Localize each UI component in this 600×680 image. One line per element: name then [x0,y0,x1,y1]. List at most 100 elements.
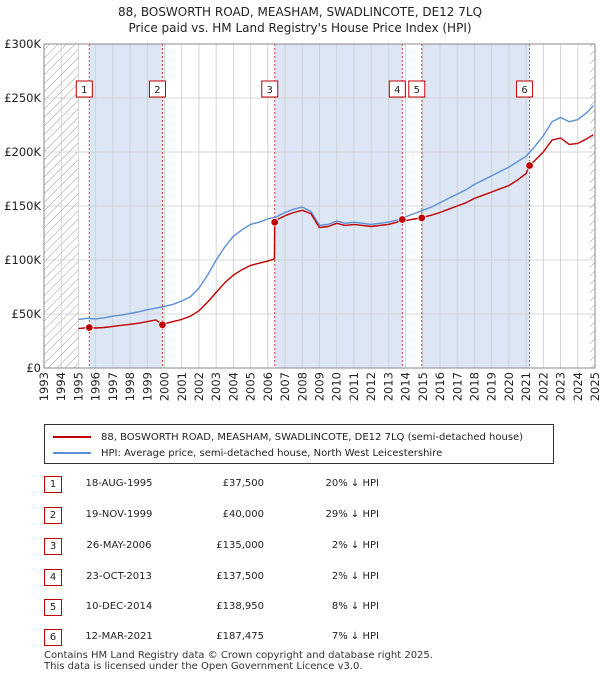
x-tick-label: 2015 [416,372,430,401]
x-tick-label: 2018 [467,372,481,401]
sale-marker-label: 2 [154,85,160,96]
sale-date: 18-AUG-1995 [85,478,153,489]
legend-item-property: 88, BOSWORTH ROAD, MEASHAM, SWADLINCOTE,… [53,430,523,444]
x-tick-label: 2005 [244,372,258,401]
y-tick-label: £100K [4,253,41,267]
x-tick-label: 1995 [71,372,85,401]
y-tick-label: £250K [4,91,41,105]
sale-hpi-diff: 29% ↓ HPI [325,509,379,520]
sale-marker-box [388,80,406,98]
legend-swatch-hpi [53,452,91,454]
sale-date: 12-MAR-2021 [85,631,153,642]
x-tick-label: 2025 [588,372,600,401]
sale-point [270,217,279,227]
sale-row: 3 26-MAY-2006 £135,000 2% ↓ HPI [44,538,444,556]
sale-point [158,320,167,329]
x-tick-label: 2001 [175,372,189,401]
sale-number: 6 [44,629,62,646]
x-tick-label: 2022 [536,372,550,401]
legend-swatch-property [53,436,91,438]
sale-hpi-diff: 2% ↓ HPI [331,571,379,582]
x-tick-label: 2013 [381,372,395,401]
x-tick-label: 2002 [192,372,206,401]
y-tick-label: £150K [4,199,41,213]
sale-hpi-diff: 7% ↓ HPI [331,631,379,642]
sale-row: 6 12-MAR-2021 £187,475 7% ↓ HPI [44,629,444,647]
sale-number: 1 [44,476,62,493]
sale-markers: 1 2 3 4 5 6 [75,80,534,98]
legend-label-property: 88, BOSWORTH ROAD, MEASHAM, SWADLINCOTE,… [101,431,524,443]
sale-row: 4 23-OCT-2013 £137,500 2% ↓ HPI [44,569,444,587]
sale-date: 26-MAY-2006 [86,540,152,551]
x-tick-label: 2009 [313,372,327,401]
x-tick-label: 1999 [140,372,154,401]
x-tick-label: 1997 [106,372,120,401]
x-tick-label: 2003 [209,372,223,401]
sale-hpi-diff: 2% ↓ HPI [331,540,379,551]
y-tick-label: £50K [12,307,42,321]
chart-subtitle: Price paid vs. HM Land Registry's House … [128,21,472,35]
sale-points [85,161,534,332]
x-tick-label: 2023 [554,372,568,401]
sale-hpi-diff: 20% ↓ HPI [325,478,379,489]
sale-marker-box [516,80,534,98]
sale-marker-box [75,80,93,98]
x-tick-label: 2020 [502,372,516,401]
sale-number: 4 [44,569,62,586]
x-tick-label: 2006 [261,372,275,401]
y-tick-label: £200K [4,145,41,159]
x-tick-label: 1996 [89,372,103,401]
sale-marker: 4 [388,80,406,98]
sale-number: 3 [44,538,62,555]
x-tick-label: 2000 [158,372,172,401]
sale-marker-box [408,80,426,98]
sale-marker: 3 [261,80,279,98]
sale-marker-label: 6 [521,85,527,96]
legend-item-hpi: HPI: Average price, semi-detached house,… [53,446,442,460]
x-tick-label: 2016 [433,372,447,401]
sale-hpi-diff: 8% ↓ HPI [331,601,379,612]
sale-marker-label: 4 [394,85,400,96]
sale-marker-box [261,80,279,98]
sale-marker-label: 1 [81,85,87,96]
sale-point [417,213,426,223]
sale-marker-label: 5 [414,85,420,96]
x-tick-label: 2011 [347,372,361,401]
sale-row: 5 10-DEC-2014 £138,950 8% ↓ HPI [44,599,444,617]
x-tick-label: 2008 [295,372,309,401]
x-tick-label: 2007 [278,372,292,401]
footer: Contains HM Land Registry data © Crown c… [44,650,433,672]
hpi-line [78,105,594,321]
sale-marker: 1 [75,80,93,98]
sale-date: 19-NOV-1999 [85,509,153,520]
x-tick-label: 1993 [37,372,51,401]
sale-point [398,215,407,224]
y-tick-label: £0 [26,361,41,375]
sale-point [525,161,534,170]
plot-frame [43,43,596,369]
sale-price: £137,500 [216,571,264,582]
legend: 88, BOSWORTH ROAD, MEASHAM, SWADLINCOTE,… [44,424,554,464]
sale-date-lines [88,44,531,368]
x-tick-label: 1998 [123,372,137,401]
footer-copyright: Contains HM Land Registry data © Crown c… [44,650,433,661]
sale-price: £40,000 [222,509,264,520]
sale-marker: 6 [516,80,534,98]
x-tick-label: 1994 [54,372,68,401]
sale-price: £37,500 [222,478,264,489]
sale-price: £187,475 [216,631,264,642]
sale-price: £135,000 [216,540,264,551]
x-tick-label: 2024 [571,372,585,401]
x-tick-label: 2010 [330,372,344,401]
sale-row: 1 18-AUG-1995 £37,500 20% ↓ HPI [44,476,444,494]
footer-licence: This data is licensed under the Open Gov… [44,661,363,672]
x-tick-label: 2021 [519,372,533,401]
legend-label-hpi: HPI: Average price, semi-detached house,… [101,447,443,459]
y-tick-label: £300K [4,37,41,51]
chart-title: 88, BOSWORTH ROAD, MEASHAM, SWADLINCOTE,… [117,5,483,19]
sale-number: 5 [44,599,62,616]
x-tick-label: 2014 [399,372,413,401]
sale-marker-label: 3 [267,85,273,96]
